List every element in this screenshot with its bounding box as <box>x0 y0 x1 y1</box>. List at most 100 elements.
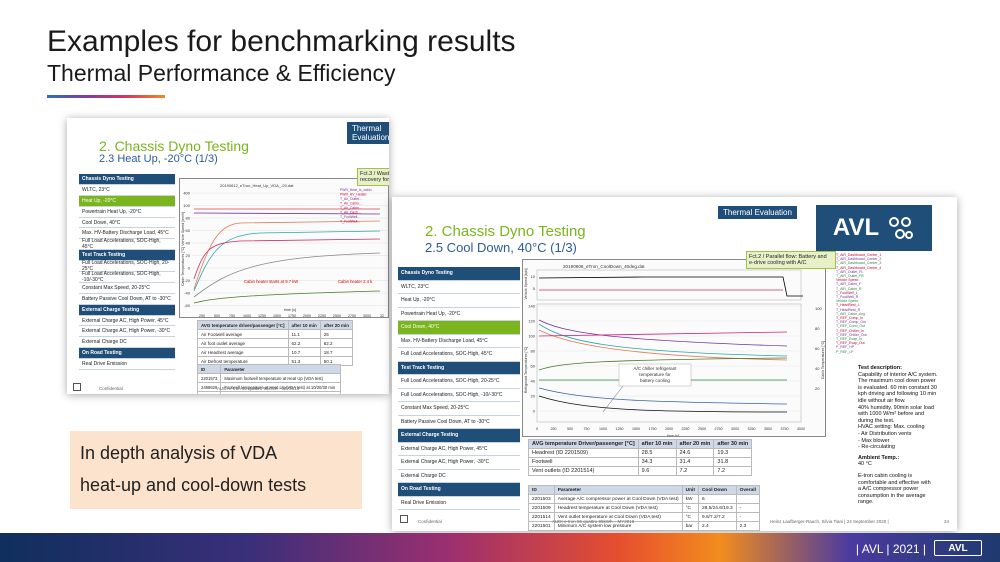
menu-item[interactable]: Full Load Accelerations, SOC-High, -10/-… <box>398 389 520 402</box>
menu-item[interactable]: On Road Testing <box>79 348 175 360</box>
legend-entry: PWR_Heat_Ic_cabin <box>340 188 372 192</box>
menu-item[interactable]: Max. HV-Battery Discharge Load, 45°C <box>398 335 520 348</box>
menu-item[interactable]: Heat Up, -20°C <box>79 195 175 207</box>
x-tick-label: 1500 <box>273 314 281 318</box>
table-header: after 20 min <box>319 320 354 330</box>
table-row: Vent outlets (ID 2201514) 9.6 7.2 7.2 <box>528 466 753 476</box>
menu-item[interactable]: External Charge DC <box>79 337 175 349</box>
table-cell: - <box>735 512 760 522</box>
y-axis-label: Refrigerant Temperatures [°C] <box>524 347 528 393</box>
page-number: 24 <box>944 519 950 524</box>
y-tick-label: 20 <box>186 253 191 258</box>
page-title: Examples for benchmarking results <box>47 25 516 58</box>
summary-line: comfortable and effective with <box>858 479 931 486</box>
menu-item[interactable]: External Charge AC, High Power, 45°C <box>398 443 520 456</box>
menu-item[interactable]: Full Load Accelerations, SOC-High, 45°C <box>398 348 520 362</box>
y-tick-label: 60 <box>186 228 191 233</box>
table-cell: 18.7 <box>319 347 354 357</box>
table-cell: °C <box>681 512 699 522</box>
menu-item[interactable]: Chassis Dyno Testing <box>398 267 520 281</box>
series-line <box>538 331 788 337</box>
legend-entry: T_REF_Cond_Out <box>836 324 865 329</box>
summary-text: E-tron cabin cooling is comfortable and e… <box>858 473 954 506</box>
table-cell: 31.8 <box>713 457 753 467</box>
legend-entry: T_REF_Evap_In <box>836 337 862 342</box>
x-tick-label: 1750 <box>649 427 657 431</box>
cool-down-plot: 20190606_eTron_CoolDown_40deg.dat 140 120 1… <box>522 259 826 437</box>
table-row: 2201503 Average A/C compressor power at C… <box>528 494 760 504</box>
y-tick-label: 120 <box>528 319 535 324</box>
menu-item[interactable]: Cool Down, 40°C <box>79 218 175 229</box>
data-table: AVG temperature Driver/passenger [°C] aft… <box>528 439 753 476</box>
series-line <box>193 230 381 292</box>
slide-thumbnail-cool-down: 2. Chassis Dyno Testing 2.5 Cool Down, 4… <box>392 197 957 531</box>
menu-item[interactable]: Battery Passive Cool Down, AT to -30°C <box>398 416 520 429</box>
menu-item[interactable]: Full Load Accelerations, SOC-High, -10/-… <box>79 271 175 283</box>
test-description: Test description: Capability of interior … <box>858 365 954 468</box>
y-tick-label: -40 <box>184 291 191 296</box>
y-tick-label: 40 <box>186 241 191 246</box>
legend-entry: T_FootWell_R <box>836 295 859 300</box>
summary-line: range. <box>858 499 874 506</box>
menu-item[interactable]: WLTC, 23°C <box>398 281 520 294</box>
x-tick-label: 500 <box>214 314 220 318</box>
x-tick-label: 2750 <box>348 314 356 318</box>
table-header: ID <box>528 485 555 495</box>
menu-item[interactable]: External Charge Testing <box>79 304 175 316</box>
menu-item[interactable]: Real Drive Emission <box>79 359 175 371</box>
series-line <box>193 238 381 280</box>
menu-item[interactable]: Full Load Accelerations, SOC-High, 45°C <box>79 238 175 250</box>
menu-item[interactable]: Constant Max Speed, 20-25°C <box>398 402 520 416</box>
slide-heading: 2. Chassis Dyno Testing <box>99 138 249 154</box>
function-note: Fct.3 / Wasted heat recovery for cabin h… <box>357 168 389 186</box>
menu-item[interactable]: WLTC, 23°C <box>79 185 175 196</box>
table-cell: 28.5/24.6/19.3 <box>697 503 737 513</box>
table-cell: 34.3 <box>637 457 677 467</box>
x-tick-label: 3750 <box>781 427 789 431</box>
menu-item[interactable]: On Road Testing <box>398 483 520 497</box>
y-tick-label: 0 <box>188 266 191 271</box>
legend-entry: T_AIR_Cabin_Avg <box>836 311 865 316</box>
parameter-table: ID Parameter Unit Cool Down Overall 2201503 Av… <box>528 485 760 531</box>
table-cell: 31.4 <box>675 457 715 467</box>
legend-entry: T_AIR_Cabin_F <box>836 282 862 287</box>
menu-item[interactable]: Full Load Accelerations, SOC-High, 20-25… <box>398 375 520 389</box>
menu-item[interactable]: Test Track Testing <box>398 361 520 375</box>
menu-item[interactable]: Test Track Testing <box>79 250 175 262</box>
x-axis-label: time [s] <box>667 434 679 437</box>
menu-item[interactable]: Constant Max Speed, 20-25°C <box>79 283 175 294</box>
table-header: after 20 min <box>675 439 715 449</box>
x-tick-label: 750 <box>584 427 590 431</box>
menu-item[interactable]: Powertrain Heat Up, -20°C <box>398 308 520 321</box>
menu-item[interactable]: External Charge AC, High Power, 45°C <box>79 316 175 327</box>
y-axis-label: Cabin Temperatures [°C] Vehicle Speed [k… <box>181 212 185 286</box>
x-tick-label: 0 <box>536 427 538 431</box>
table-header: Unit <box>681 485 699 495</box>
menu-item[interactable]: External Charge AC, High Power, -30°C <box>398 456 520 470</box>
menu-item[interactable]: Real Drive Emission <box>398 497 520 510</box>
menu-item[interactable]: Battery Passive Cool Down, AT to -30°C <box>79 294 175 305</box>
menu-item[interactable]: Powertrain Heat Up, -20°C <box>79 207 175 218</box>
x-tick-label: 2250 <box>682 427 690 431</box>
menu-item[interactable]: Max. HV-Battery Discharge Load, 45°C <box>79 228 175 240</box>
annotation-box <box>618 363 692 387</box>
table-cell: 28.5 <box>637 448 677 458</box>
menu-item[interactable]: Full Load Accelerations, SOC-High, 20-25… <box>79 260 175 272</box>
x-tick-label: 2250 <box>318 314 326 318</box>
footer-avl-logo: AVL <box>934 540 982 556</box>
x-tick-label: 1750 <box>288 314 296 318</box>
x-tick-label: 1000 <box>243 314 251 318</box>
heat-up-plot: 20190612_eTron_Heat_Up_VDA_-20.dat400100… <box>179 178 389 318</box>
menu-item[interactable]: Heat Up, -20°C <box>398 294 520 308</box>
menu-item[interactable]: External Charge DC <box>398 470 520 483</box>
x-tick-label: 3000 <box>363 314 371 318</box>
table-cell: Maximum footwell temperature at Heat Up … <box>220 373 341 383</box>
menu-item[interactable]: External Charge AC, High Power, -30°C <box>79 326 175 338</box>
table-cell: °C <box>681 503 699 513</box>
x-tick-label: 750 <box>229 314 235 318</box>
home-icon <box>400 515 408 523</box>
menu-item[interactable]: Chassis Dyno Testing <box>79 174 175 185</box>
callout-box: In depth analysis of VDA heat-up and coo… <box>70 431 362 509</box>
menu-item[interactable]: Cool Down, 40°C <box>398 321 520 335</box>
menu-item[interactable]: External Charge Testing <box>398 429 520 443</box>
